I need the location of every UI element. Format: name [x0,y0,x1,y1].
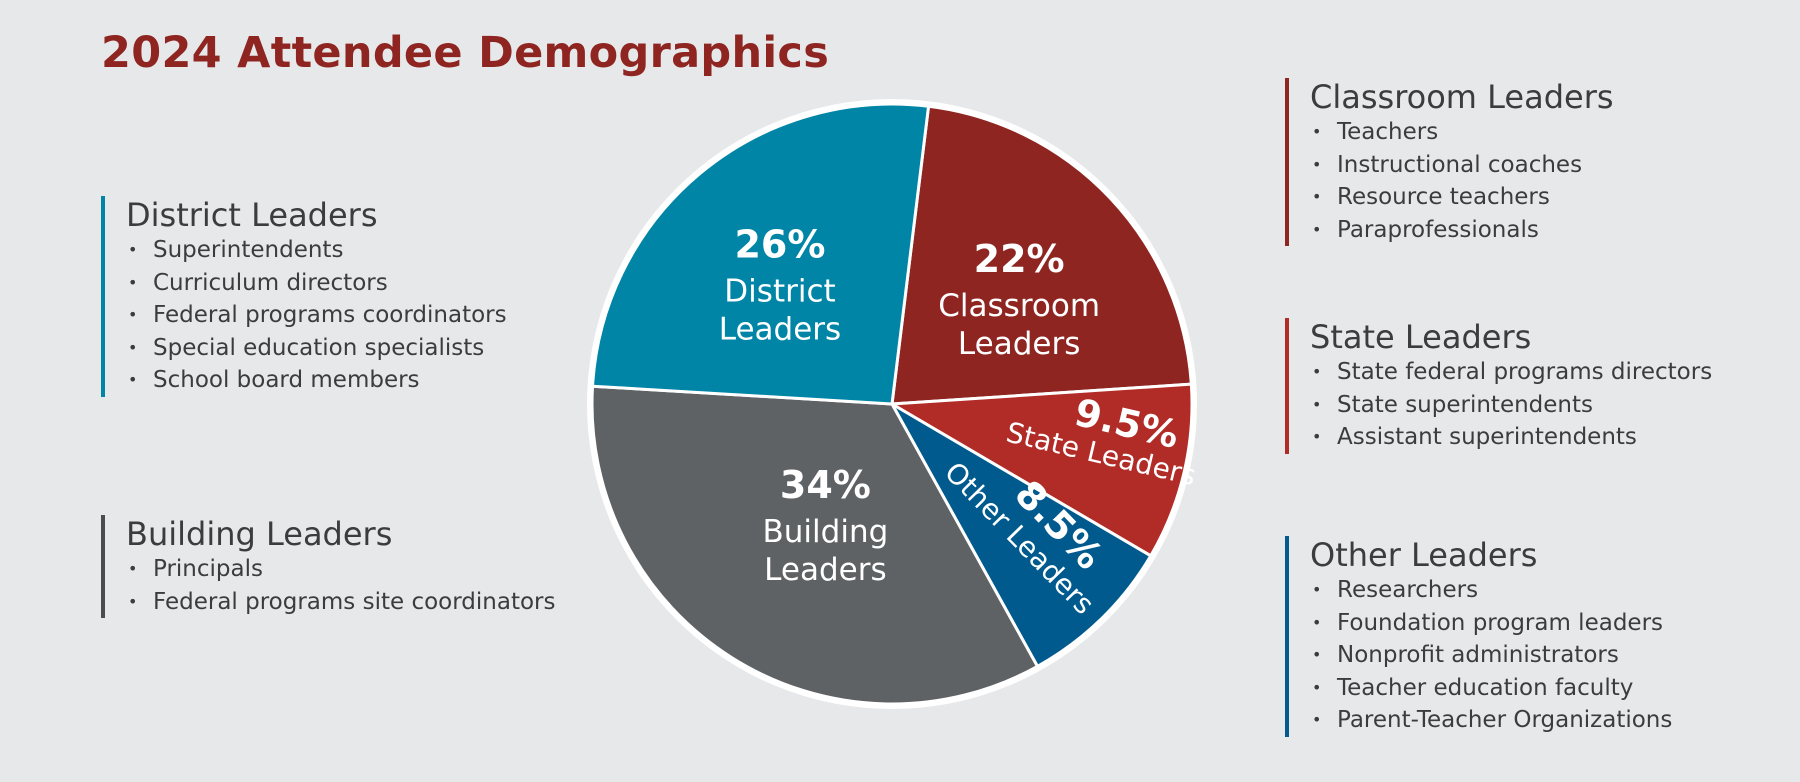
pie-slice-district-leaders [591,102,931,406]
list-item: Special education specialists [126,332,507,365]
list-item: Federal programs site coordinators [126,586,555,619]
district-leaders-group: District Leaders Superintendents Curricu… [101,196,507,397]
building-leaders-list: Principals Federal programs site coordin… [126,553,555,618]
list-item: Curriculum directors [126,267,507,300]
slice-name-label: Building [763,514,889,550]
list-item: Principals [126,553,555,586]
list-item: State federal programs directors [1310,356,1712,389]
state-leaders-list: State federal programs directors State s… [1310,356,1712,454]
slice-percent-label: 26% [734,223,825,267]
list-item: Teacher education faculty [1310,672,1672,705]
list-item: School board members [126,364,507,397]
list-item: Parent-Teacher Organizations [1310,704,1672,737]
pie-slice-state-leaders [890,382,1194,558]
pie-slice-other-leaders [890,402,1153,668]
pie-slice-building-leaders [590,384,1039,706]
other-leaders-list: Researchers Foundation program leaders N… [1310,574,1672,737]
pie-slice-classroom-leaders [890,104,1193,406]
slice-name-label: Classroom [938,288,1100,324]
slice-name-label: Leaders [719,312,841,348]
list-item: Assistant superintendents [1310,421,1712,454]
slice-name-label: Leaders [958,326,1080,362]
list-item: Resource teachers [1310,181,1614,214]
list-item: State superintendents [1310,389,1712,422]
list-item: Foundation program leaders [1310,607,1672,640]
slice-name-label: District [724,274,835,310]
list-item: Federal programs coordinators [126,299,507,332]
building-leaders-title: Building Leaders [126,515,393,553]
state-leaders-group: State Leaders State federal programs dir… [1285,318,1712,454]
list-item: Superintendents [126,234,507,267]
list-item: Instructional coaches [1310,149,1614,182]
slice-percent-label: 34% [780,463,871,507]
chart-title: 2024 Attendee Demographics [101,28,830,78]
district-leaders-title: District Leaders [126,196,378,234]
slice-percent-label: 22% [974,237,1065,281]
other-leaders-group: Other Leaders Researchers Foundation pro… [1285,536,1672,737]
list-item: Paraprofessionals [1310,214,1614,247]
list-item: Nonprofit administrators [1310,639,1672,672]
other-leaders-title: Other Leaders [1310,536,1538,574]
classroom-leaders-list: Teachers Instructional coaches Resource … [1310,116,1614,246]
state-leaders-title: State Leaders [1310,318,1532,356]
list-item: Researchers [1310,574,1672,607]
slice-name-label: Leaders [764,552,886,588]
classroom-leaders-title: Classroom Leaders [1310,78,1614,116]
list-item: Teachers [1310,116,1614,149]
classroom-leaders-group: Classroom Leaders Teachers Instructional… [1285,78,1614,246]
district-leaders-list: Superintendents Curriculum directors Fed… [126,234,507,397]
building-leaders-group: Building Leaders Principals Federal prog… [101,515,555,618]
